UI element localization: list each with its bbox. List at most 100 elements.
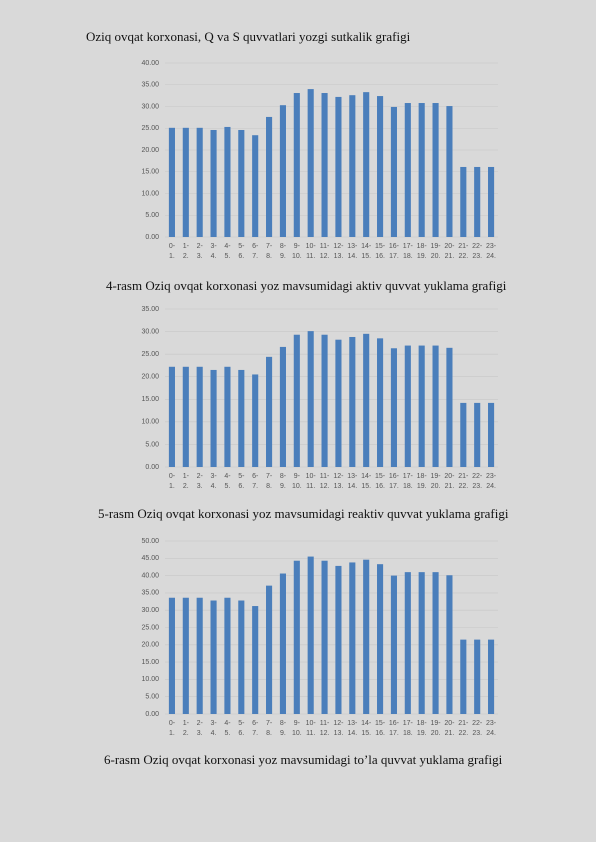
x-tick-label: 12-13. — [333, 720, 344, 737]
bar — [238, 369, 245, 467]
x-tick-label: 15-16. — [375, 473, 386, 490]
bar — [488, 166, 495, 237]
x-tick-label: 22-23. — [472, 720, 483, 737]
bar — [252, 606, 259, 714]
x-tick-label: 10-11. — [306, 243, 317, 260]
x-tick-label: 14-15. — [361, 243, 372, 260]
y-tick-label: 15.00 — [141, 659, 159, 666]
x-tick-label: 9-10. — [292, 473, 302, 490]
y-tick-label: 40.00 — [141, 572, 159, 579]
bar — [307, 331, 314, 467]
bar — [238, 129, 245, 237]
x-tick-label: 13-14. — [347, 720, 358, 737]
x-tick-label: 5-6. — [238, 243, 245, 260]
caption: 6-rasm Oziq ovqat korxonasi yoz mavsumid… — [104, 752, 503, 767]
x-tick-label: 2-3. — [197, 243, 204, 260]
bar — [335, 339, 342, 467]
bar — [307, 89, 314, 237]
bar — [266, 585, 273, 714]
x-tick-label: 8-9. — [280, 243, 287, 260]
x-tick-label: 17-18. — [403, 473, 414, 490]
x-tick-label: 1-2. — [183, 243, 190, 260]
x-tick-label: 3-4. — [210, 720, 217, 737]
y-tick-label: 35.00 — [141, 306, 159, 313]
bar — [210, 369, 217, 467]
bar — [432, 345, 439, 467]
x-tick-label: 21-22. — [458, 243, 469, 260]
x-tick-label: 9-10. — [292, 720, 302, 737]
y-tick-label: 10.00 — [141, 676, 159, 683]
bar — [377, 564, 384, 714]
y-tick-label: 35.00 — [141, 590, 159, 597]
bar — [404, 345, 411, 467]
bar — [418, 103, 425, 237]
y-tick-label: 5.00 — [145, 694, 159, 701]
bar — [293, 334, 300, 467]
y-tick-label: 25.00 — [141, 125, 159, 132]
bar — [460, 166, 467, 237]
y-tick-label: 5.00 — [145, 212, 159, 219]
bar — [321, 93, 328, 237]
bar — [252, 135, 259, 237]
x-tick-label: 4-5. — [224, 720, 231, 737]
bar — [404, 572, 411, 714]
bar — [363, 333, 370, 467]
y-tick-label: 40.00 — [141, 60, 159, 67]
x-tick-label: 7-8. — [266, 243, 273, 260]
bar — [335, 565, 342, 714]
bar — [363, 92, 370, 237]
x-tick-label: 21-22. — [458, 720, 469, 737]
bar — [321, 334, 328, 467]
x-tick-label: 18-19. — [417, 243, 428, 260]
x-tick-label: 4-5. — [224, 243, 231, 260]
caption: 4-rasm Oziq ovqat korxonasi yoz mavsumid… — [106, 278, 507, 293]
y-tick-label: 30.00 — [141, 328, 159, 335]
bar — [210, 600, 217, 714]
bar — [349, 336, 356, 467]
x-tick-label: 7-8. — [266, 473, 273, 490]
x-tick-label: 22-23. — [472, 473, 483, 490]
bar — [182, 366, 189, 467]
bar — [418, 345, 425, 467]
bar — [266, 356, 273, 467]
y-tick-label: 25.00 — [141, 624, 159, 631]
x-tick-label: 10-11. — [306, 473, 317, 490]
x-tick-label: 12-13. — [333, 243, 344, 260]
y-tick-label: 0.00 — [145, 464, 159, 471]
x-tick-label: 3-4. — [210, 473, 217, 490]
x-tick-label: 0-1. — [169, 243, 176, 260]
bar — [335, 96, 342, 238]
bar — [390, 106, 397, 237]
bar — [196, 127, 203, 237]
x-tick-label: 19-20. — [431, 720, 442, 737]
bar — [210, 129, 217, 237]
heading: Oziq ovqat korxonasi, Q va S quvvatlari … — [86, 29, 411, 44]
bar — [418, 572, 425, 714]
x-tick-label: 11-12. — [320, 243, 330, 260]
bar — [293, 93, 300, 237]
bar — [446, 106, 453, 237]
chart: 0.00 5.00 10.00 15.00 20.00 25.00 30.00 35.00 0-… — [141, 306, 498, 490]
x-tick-label: 8-9. — [280, 720, 287, 737]
bar — [446, 575, 453, 714]
x-tick-label: 14-15. — [361, 473, 372, 490]
bar — [474, 166, 481, 237]
bar — [460, 402, 467, 467]
x-tick-label: 1-2. — [183, 473, 190, 490]
y-tick-label: 30.00 — [141, 607, 159, 614]
x-tick-label: 15-16. — [375, 243, 386, 260]
x-tick-label: 1-2. — [183, 720, 190, 737]
y-tick-label: 15.00 — [141, 169, 159, 176]
bar — [349, 95, 356, 237]
bar — [390, 575, 397, 714]
x-tick-label: 0-1. — [169, 473, 176, 490]
y-tick-label: 10.00 — [141, 190, 159, 197]
x-tick-label: 23-24. — [486, 720, 497, 737]
x-tick-label: 16-17. — [389, 473, 400, 490]
y-tick-label: 30.00 — [141, 103, 159, 110]
x-tick-label: 10-11. — [306, 720, 317, 737]
x-tick-label: 0-1. — [169, 720, 176, 737]
x-tick-label: 11-12. — [320, 473, 330, 490]
x-tick-label: 23-24. — [486, 473, 497, 490]
bar — [182, 597, 189, 714]
